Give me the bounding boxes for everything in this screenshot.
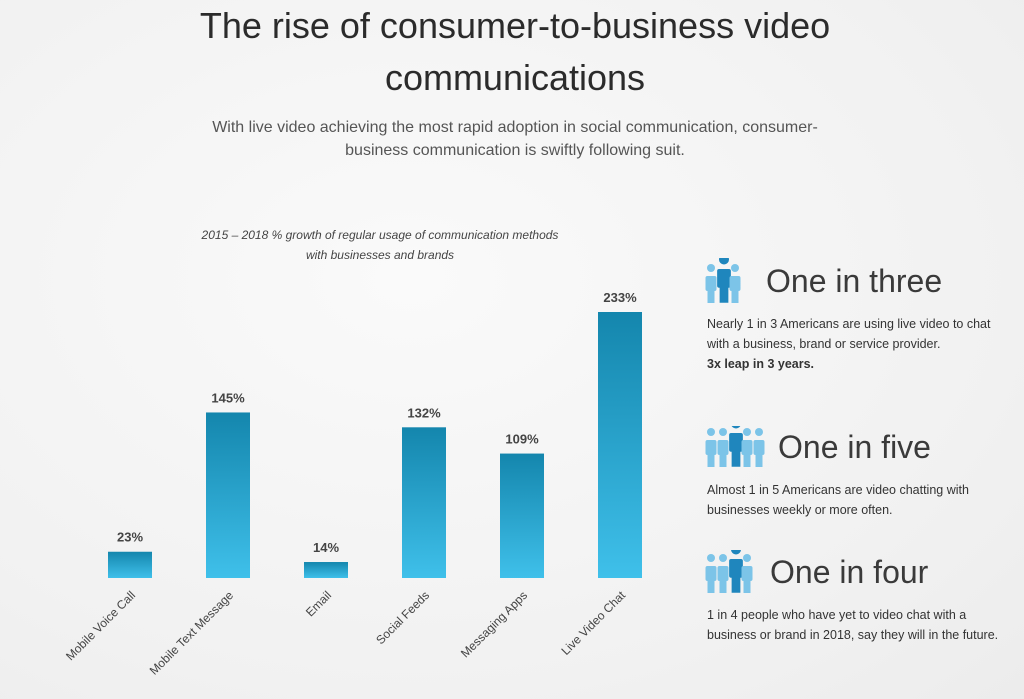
stat-heading: One in five	[778, 429, 931, 465]
person-legs	[755, 454, 763, 467]
person-legs	[743, 454, 751, 467]
person-legs	[719, 454, 727, 467]
stat-heading: One in four	[770, 554, 929, 590]
person-head	[755, 428, 763, 436]
person-head	[743, 554, 751, 562]
person	[705, 428, 717, 467]
people-icon	[705, 426, 765, 467]
stat-body: 1 in 4 people who have yet to video chat…	[707, 608, 999, 642]
value-label: 109%	[505, 432, 539, 447]
stat-text: Almost 1 in 5 Americans are video chatti…	[707, 480, 1007, 520]
person	[741, 428, 753, 467]
value-label: 14%	[313, 540, 339, 555]
x-tick-label: Mobile Voice Call	[63, 588, 138, 663]
person-body	[717, 269, 731, 288]
stat-body: Almost 1 in 5 Americans are video chatti…	[707, 483, 969, 517]
person	[741, 554, 753, 593]
person-body	[729, 433, 743, 452]
bar	[402, 427, 446, 578]
bar	[500, 453, 544, 578]
x-tick-label: Email	[303, 588, 334, 619]
person-head	[743, 428, 751, 436]
person-legs	[731, 290, 739, 303]
person-legs	[719, 286, 729, 303]
bar	[304, 562, 348, 578]
stat-body: Nearly 1 in 3 Americans are using live v…	[707, 317, 991, 351]
person-legs	[731, 576, 741, 593]
person-legs	[707, 454, 715, 467]
person	[729, 264, 741, 303]
person-head	[731, 550, 741, 555]
people-icon	[705, 550, 753, 593]
stat-text: 1 in 4 people who have yet to video chat…	[707, 605, 1002, 645]
page-title: The rise of consumer-to-business video c…	[199, 5, 831, 98]
person-head	[707, 554, 715, 562]
chart: 23% Mobile Voice Call 145% Mobile Text Mess…	[63, 290, 642, 678]
person	[705, 554, 717, 593]
person-body	[741, 566, 753, 581]
person-head	[707, 428, 715, 436]
person-body	[729, 559, 743, 578]
value-label: 233%	[603, 290, 637, 305]
person-legs	[719, 580, 727, 593]
person-body	[741, 440, 753, 455]
person-head	[731, 426, 741, 429]
person-body	[729, 276, 741, 291]
stat-heading: One in three	[766, 263, 943, 299]
person-body	[717, 440, 729, 455]
people-icon	[705, 258, 741, 303]
bar	[598, 312, 642, 578]
person-head	[719, 258, 729, 265]
person-head	[719, 428, 727, 436]
person	[753, 428, 765, 467]
bar	[108, 551, 152, 578]
person-body	[705, 440, 717, 455]
person-head	[731, 264, 739, 272]
person	[717, 554, 729, 593]
x-tick-label: Messaging Apps	[458, 588, 530, 660]
person-body	[717, 566, 729, 581]
chart-title: 2015 – 2018 % growth of regular usage of…	[201, 228, 559, 262]
person-legs	[707, 580, 715, 593]
person-body	[705, 276, 717, 291]
person-legs	[743, 580, 751, 593]
person	[717, 428, 729, 467]
stat-text: Nearly 1 in 3 Americans are using live v…	[707, 314, 1007, 374]
x-tick-label: Mobile Text Message	[147, 588, 237, 678]
person	[729, 426, 743, 467]
person-head	[707, 264, 715, 272]
person-head	[719, 554, 727, 562]
person	[729, 550, 743, 593]
page-subtitle: With live video achieving the most rapid…	[212, 119, 818, 159]
person	[717, 258, 731, 303]
person-body	[753, 440, 765, 455]
value-label: 23%	[117, 530, 143, 545]
x-tick-label: Social Feeds	[373, 588, 432, 647]
x-tick-label: Live Video Chat	[558, 588, 628, 658]
person-body	[705, 566, 717, 581]
person-legs	[707, 290, 715, 303]
value-label: 145%	[211, 390, 245, 405]
value-label: 132%	[407, 405, 441, 420]
bar	[206, 412, 250, 578]
person	[705, 264, 717, 303]
stat-emphasis: 3x leap in 3 years.	[707, 357, 815, 371]
person-legs	[731, 450, 741, 467]
